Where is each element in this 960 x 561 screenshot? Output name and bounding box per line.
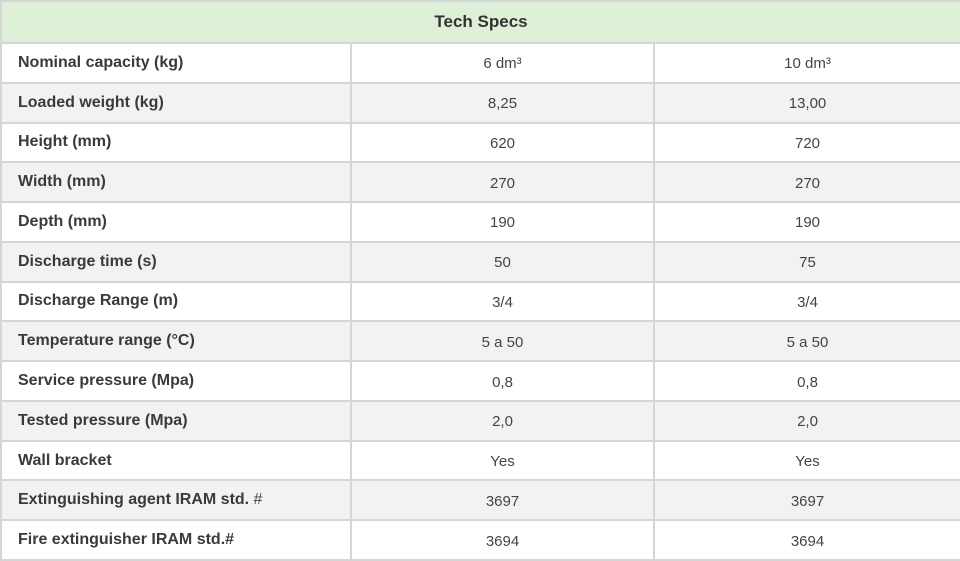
spec-value-col1: 270 bbox=[350, 161, 655, 204]
spec-label: Width (mm) bbox=[0, 161, 352, 204]
spec-value-col2: 10 dm³ bbox=[652, 42, 960, 84]
spec-value-col1: 3694 bbox=[350, 519, 655, 561]
table-row: Wall bracket Yes Yes bbox=[0, 439, 960, 482]
spec-label: Service pressure (Mpa) bbox=[0, 360, 352, 402]
spec-value-col1: 50 bbox=[350, 240, 655, 283]
spec-value-col2: 5 a 50 bbox=[652, 320, 960, 363]
spec-label: Fire extinguisher IRAM std.# bbox=[0, 519, 352, 561]
spec-value-col2: 0,8 bbox=[652, 360, 960, 402]
table-row: Service pressure (Mpa) 0,8 0,8 bbox=[0, 360, 960, 402]
spec-label-text: Discharge Range (m) bbox=[18, 292, 179, 310]
table-row: Discharge Range (m) 3/4 3/4 bbox=[0, 280, 960, 323]
spec-label-text: Discharge time (s) bbox=[18, 252, 157, 270]
spec-label: Extinguishing agent IRAM std. # bbox=[0, 479, 352, 522]
table-row: Width (mm) 270 270 bbox=[0, 161, 960, 204]
table-row: Fire extinguisher IRAM std.# 3694 3694 bbox=[0, 519, 960, 561]
spec-value-col2: Yes bbox=[652, 439, 960, 482]
spec-value-col1: 620 bbox=[350, 121, 655, 164]
spec-value-col2: 3694 bbox=[652, 519, 960, 561]
spec-label-text: Depth (mm) bbox=[18, 212, 107, 230]
spec-label: Height (mm) bbox=[0, 121, 352, 164]
table-header-row: Tech Specs bbox=[0, 0, 960, 44]
spec-label-text: Tested pressure (Mpa) bbox=[18, 411, 188, 429]
table-row: Height (mm) 620 720 bbox=[0, 121, 960, 164]
spec-label-text: Service pressure (Mpa) bbox=[18, 372, 195, 389]
spec-value-col2: 13,00 bbox=[652, 81, 960, 124]
table-row: Depth (mm) 190 190 bbox=[0, 201, 960, 243]
spec-label: Depth (mm) bbox=[0, 201, 352, 243]
table-row: Tested pressure (Mpa) 2,0 2,0 bbox=[0, 399, 960, 442]
spec-value-col1: 8,25 bbox=[350, 81, 655, 124]
spec-label: Nominal capacity (kg) bbox=[0, 42, 352, 84]
spec-value-col2: 270 bbox=[652, 161, 960, 204]
table-row: Extinguishing agent IRAM std. # 3697 369… bbox=[0, 479, 960, 522]
spec-label-text: Height (mm) bbox=[18, 133, 112, 151]
spec-value-col2: 2,0 bbox=[652, 399, 960, 442]
spec-value-col1: 2,0 bbox=[350, 399, 655, 442]
table-row: Loaded weight (kg) 8,25 13,00 bbox=[0, 81, 960, 124]
spec-label: Discharge time (s) bbox=[0, 240, 352, 283]
spec-label-text: Extinguishing agent IRAM std. bbox=[18, 491, 250, 509]
spec-value-col2: 720 bbox=[652, 121, 960, 164]
spec-value-col2: 190 bbox=[652, 201, 960, 243]
spec-value-col1: 3/4 bbox=[350, 280, 655, 323]
spec-label-text: Fire extinguisher IRAM std.# bbox=[18, 531, 235, 549]
spec-value-col2: 3697 bbox=[652, 479, 960, 522]
spec-value-col1: Yes bbox=[350, 439, 655, 482]
spec-label-text: Nominal capacity (kg) bbox=[18, 53, 184, 71]
spec-label-suffix: # bbox=[249, 491, 263, 509]
spec-value-col1: 190 bbox=[350, 201, 655, 243]
spec-label: Discharge Range (m) bbox=[0, 280, 352, 323]
spec-label-text: Width (mm) bbox=[18, 173, 106, 191]
spec-value-col1: 0,8 bbox=[350, 360, 655, 402]
spec-value-col1: 3697 bbox=[350, 479, 655, 522]
spec-value-col2: 75 bbox=[652, 240, 960, 283]
table-row: Temperature range (°C) 5 a 50 5 a 50 bbox=[0, 320, 960, 363]
spec-value-col2: 3/4 bbox=[652, 280, 960, 323]
spec-label: Loaded weight (kg) bbox=[0, 81, 352, 124]
spec-value-col1: 5 a 50 bbox=[350, 320, 655, 363]
spec-label-text: Temperature range (°C) bbox=[18, 332, 195, 350]
spec-label: Temperature range (°C) bbox=[0, 320, 352, 363]
spec-label: Wall bracket bbox=[0, 439, 352, 482]
spec-label-text: Wall bracket bbox=[18, 451, 112, 469]
table-title: Tech Specs bbox=[0, 0, 960, 44]
spec-label: Tested pressure (Mpa) bbox=[0, 399, 352, 442]
spec-value-col1: 6 dm³ bbox=[350, 42, 655, 84]
table-row: Discharge time (s) 50 75 bbox=[0, 240, 960, 283]
table-row: Nominal capacity (kg) 6 dm³ 10 dm³ bbox=[0, 42, 960, 84]
spec-label-text: Loaded weight (kg) bbox=[18, 93, 164, 111]
